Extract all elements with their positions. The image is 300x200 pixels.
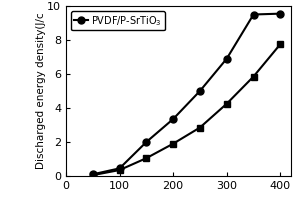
PVDF/P-SrTiO$_3$ <box>198 90 202 92</box>
Line: PVDF/P-SrTiO$_3$: PVDF/P-SrTiO$_3$ <box>89 10 284 178</box>
Y-axis label: Discharged energy density(J/c: Discharged energy density(J/c <box>36 13 46 169</box>
Legend: PVDF/P-SrTiO$_3$: PVDF/P-SrTiO$_3$ <box>71 11 165 30</box>
PVDF/P-SrTiO$_3$ <box>278 12 282 15</box>
PVDF/P-SrTiO$_3$ <box>252 13 255 16</box>
PVDF/P-SrTiO$_3$ <box>118 167 122 170</box>
PVDF/P-SrTiO$_3$ <box>225 58 229 60</box>
PVDF/P-SrTiO$_3$ <box>171 118 175 120</box>
PVDF/P-SrTiO$_3$ <box>145 141 148 143</box>
PVDF/P-SrTiO$_3$ <box>91 173 94 176</box>
